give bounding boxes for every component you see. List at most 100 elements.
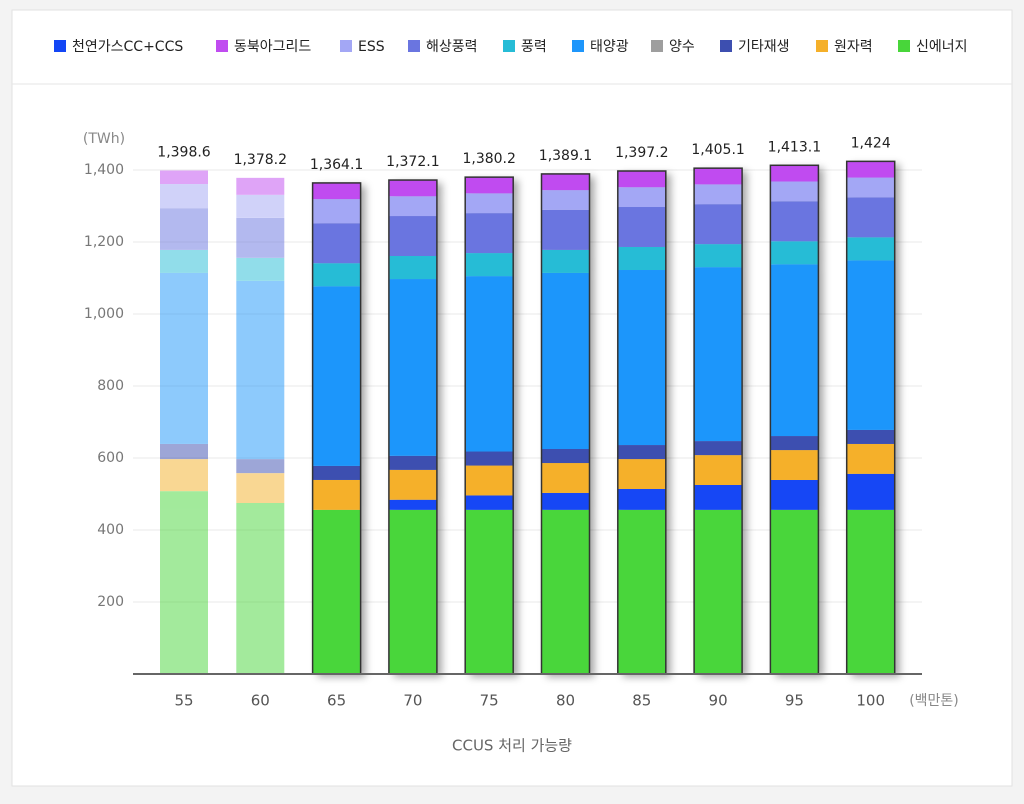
bar-segment bbox=[465, 495, 514, 510]
bar-segment bbox=[846, 177, 895, 198]
bar-segment bbox=[770, 201, 819, 242]
bar-segment bbox=[617, 509, 666, 674]
bar-segment bbox=[694, 441, 743, 456]
bar-segment bbox=[694, 184, 743, 205]
bar-segment bbox=[388, 216, 437, 257]
total-label: 1,405.1 bbox=[691, 142, 744, 158]
bar-segment bbox=[770, 165, 819, 182]
bar-segment bbox=[617, 207, 666, 247]
bar-segment bbox=[388, 279, 437, 456]
x-tick-label: 80 bbox=[556, 692, 575, 710]
bar-segment bbox=[465, 509, 514, 674]
legend-swatch bbox=[216, 40, 228, 52]
bar-segment bbox=[160, 249, 208, 273]
bar-segment bbox=[694, 485, 743, 510]
legend-label: 기타재생 bbox=[738, 39, 790, 55]
y-tick-label: 1,000 bbox=[84, 306, 124, 322]
bar-segment bbox=[617, 488, 666, 510]
y-tick-label: 800 bbox=[97, 378, 124, 394]
bar-segment bbox=[694, 267, 743, 442]
bar-segment bbox=[541, 249, 590, 273]
bar-segment bbox=[160, 208, 208, 250]
bar-segment bbox=[465, 177, 514, 194]
bar-segment bbox=[160, 170, 208, 185]
legend-label: ESS bbox=[358, 39, 385, 55]
y-unit: (TWh) bbox=[83, 131, 125, 147]
bar-segment bbox=[617, 246, 666, 271]
y-tick-label: 1,400 bbox=[84, 162, 124, 178]
bar-segment bbox=[846, 429, 895, 444]
bar-segment bbox=[694, 509, 743, 674]
bar-segment bbox=[846, 237, 895, 261]
x-tick-label: 60 bbox=[251, 692, 270, 710]
bar-segment bbox=[541, 272, 590, 449]
x-tick-label: 75 bbox=[480, 692, 499, 710]
bar-stack bbox=[388, 180, 437, 674]
bar-stack bbox=[541, 173, 590, 674]
bar-stack bbox=[770, 165, 819, 674]
total-label: 1,372.1 bbox=[386, 154, 439, 170]
bar-segment bbox=[236, 217, 285, 258]
bar-segment bbox=[694, 204, 743, 245]
x-axis-title: CCUS 처리 가능량 bbox=[452, 737, 572, 755]
bar-segment bbox=[388, 180, 437, 197]
bar-stack bbox=[465, 177, 514, 674]
x-tick-label: 70 bbox=[403, 692, 422, 710]
bar-segment bbox=[465, 465, 514, 496]
legend-swatch bbox=[898, 40, 910, 52]
legend-swatch bbox=[816, 40, 828, 52]
legend-label: 신에너지 bbox=[916, 39, 968, 55]
legend-swatch bbox=[54, 40, 66, 52]
bar-segment bbox=[312, 479, 361, 510]
bar-segment bbox=[388, 499, 437, 510]
bar-segment bbox=[236, 473, 285, 503]
legend-label: 풍력 bbox=[521, 39, 547, 55]
bar-segment bbox=[770, 264, 819, 437]
bar-segment bbox=[312, 509, 361, 674]
bar-segment bbox=[236, 503, 285, 674]
bar-stack bbox=[694, 168, 743, 674]
x-tick-label: 90 bbox=[709, 692, 728, 710]
bar-segment bbox=[388, 196, 437, 217]
bar-segment bbox=[846, 197, 895, 238]
bar-segment bbox=[312, 182, 361, 200]
bar-segment bbox=[541, 509, 590, 674]
bar-segment bbox=[846, 509, 895, 674]
x-tick-label: 55 bbox=[174, 692, 193, 710]
bar-segment bbox=[770, 436, 819, 451]
x-tick-label: 95 bbox=[785, 692, 804, 710]
legend-label: 원자력 bbox=[834, 39, 873, 55]
bar-segment bbox=[388, 455, 437, 470]
legend-label: 태양광 bbox=[590, 39, 629, 55]
bar-segment bbox=[617, 187, 666, 208]
bar-segment bbox=[541, 463, 590, 493]
bar-segment bbox=[160, 491, 208, 674]
bar-segment bbox=[465, 451, 514, 466]
bar-segment bbox=[312, 199, 361, 224]
bar-segment bbox=[770, 509, 819, 674]
bar-segment bbox=[846, 260, 895, 430]
bar-segment bbox=[388, 509, 437, 674]
legend-label: 천연가스CC+CCS bbox=[72, 39, 183, 55]
bar-segment bbox=[617, 459, 666, 489]
total-label: 1,398.6 bbox=[157, 145, 211, 161]
bar-segment bbox=[694, 455, 743, 485]
total-label: 1,424 bbox=[851, 135, 891, 151]
total-label: 1,380.2 bbox=[462, 151, 515, 167]
bar-segment bbox=[388, 256, 437, 280]
bar-segment bbox=[312, 223, 361, 264]
bar-segment bbox=[541, 449, 590, 464]
x-unit: (백만톤) bbox=[909, 693, 959, 709]
bar-segment bbox=[160, 184, 208, 209]
bar-segment bbox=[236, 177, 285, 195]
bar-segment bbox=[465, 213, 514, 254]
bar-stack bbox=[312, 182, 361, 674]
x-tick-label: 65 bbox=[327, 692, 346, 710]
bar-segment bbox=[770, 181, 819, 202]
bar-segment bbox=[617, 171, 666, 188]
bar-segment bbox=[388, 469, 437, 500]
x-tick-label: 85 bbox=[632, 692, 651, 710]
legend-label: 해상풍력 bbox=[426, 39, 478, 55]
bar-segment bbox=[770, 241, 819, 265]
